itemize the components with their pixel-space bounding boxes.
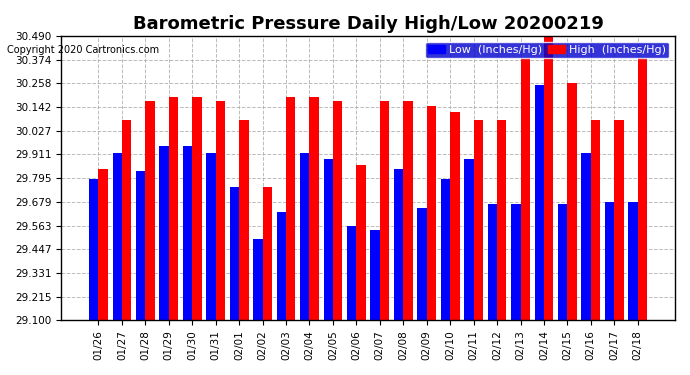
Bar — [511, 204, 520, 320]
Bar — [544, 36, 553, 320]
Bar — [403, 101, 413, 320]
Bar — [159, 147, 169, 320]
Bar — [347, 226, 357, 320]
Bar — [136, 171, 146, 320]
Bar — [193, 98, 201, 320]
Bar — [394, 169, 403, 320]
Bar — [417, 208, 426, 320]
Bar — [99, 169, 108, 320]
Bar — [473, 120, 483, 320]
Bar — [582, 153, 591, 320]
Bar — [426, 105, 436, 320]
Bar — [122, 120, 131, 320]
Title: Barometric Pressure Daily High/Low 20200219: Barometric Pressure Daily High/Low 20200… — [132, 15, 604, 33]
Bar — [591, 120, 600, 320]
Bar — [324, 159, 333, 320]
Bar — [371, 230, 380, 320]
Bar — [263, 188, 272, 320]
Bar — [112, 153, 122, 320]
Bar — [638, 58, 647, 320]
Bar — [253, 238, 263, 320]
Bar — [89, 179, 99, 320]
Bar — [310, 98, 319, 320]
Bar — [230, 188, 239, 320]
Bar — [239, 120, 248, 320]
Text: Copyright 2020 Cartronics.com: Copyright 2020 Cartronics.com — [7, 45, 159, 55]
Bar — [333, 101, 342, 320]
Bar — [146, 101, 155, 320]
Bar — [488, 204, 497, 320]
Bar — [216, 101, 225, 320]
Bar — [277, 212, 286, 320]
Bar — [206, 153, 216, 320]
Bar — [300, 153, 310, 320]
Bar — [558, 204, 567, 320]
Bar — [441, 179, 450, 320]
Bar — [520, 58, 530, 320]
Bar — [380, 101, 389, 320]
Bar — [567, 83, 577, 320]
Bar — [614, 120, 624, 320]
Bar — [464, 159, 473, 320]
Bar — [183, 147, 193, 320]
Bar — [497, 120, 506, 320]
Bar — [629, 202, 638, 320]
Legend: Low  (Inches/Hg), High  (Inches/Hg): Low (Inches/Hg), High (Inches/Hg) — [425, 42, 669, 58]
Bar — [169, 98, 178, 320]
Bar — [450, 112, 460, 320]
Bar — [535, 85, 544, 320]
Bar — [357, 165, 366, 320]
Bar — [605, 202, 614, 320]
Bar — [286, 98, 295, 320]
